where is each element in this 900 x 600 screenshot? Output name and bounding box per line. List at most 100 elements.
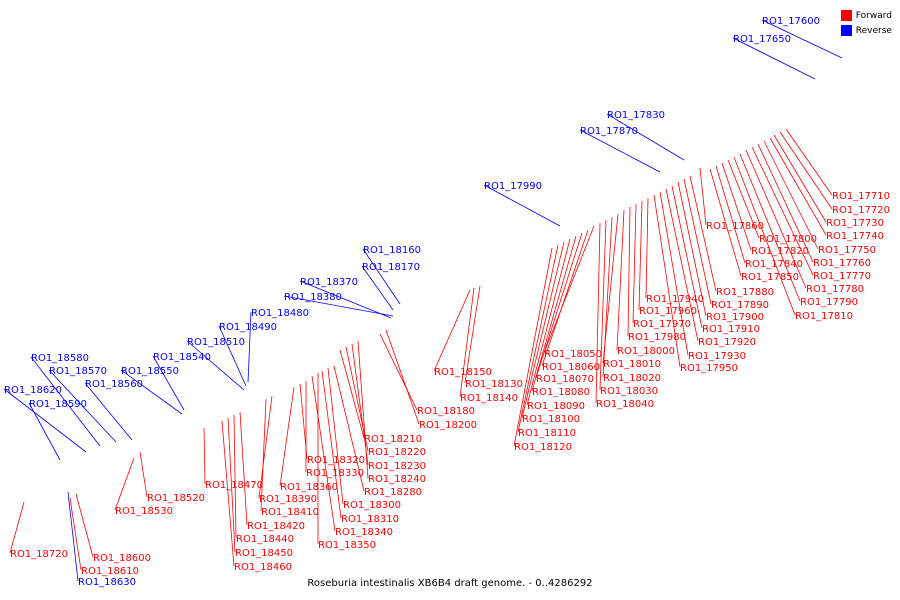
gene-label: RO1_17880 [716,287,774,298]
gene-leader-line [659,191,689,356]
gene-leader-line [339,349,365,439]
gene-leader-line [203,427,206,485]
gene-label: RO1_17890 [711,300,769,311]
gene-leader-line [28,402,61,461]
gene-label: RO1_18180 [417,406,475,417]
gene-label: RO1_17800 [759,234,817,245]
gene-leader-line [653,194,681,368]
gene-leader-line [543,225,595,354]
gene-label: RO1_18570 [49,366,107,377]
gene-label: RO1_18440 [236,534,294,545]
gene-label: RO1_18530 [115,506,173,517]
gene-leader-line [632,203,637,324]
gene-label: RO1_18220 [368,447,426,458]
gene-leader-line [699,167,707,226]
gene-label: RO1_18160 [363,245,421,256]
gene-leader-line [258,395,273,499]
gene-label: RO1_17960 [639,306,697,317]
gene-leader-line [689,175,717,292]
gene-label: RO1_17870 [580,126,638,137]
gene-leader-line [638,200,643,311]
gene-leader-line [769,137,827,236]
gene-leader-line [227,417,236,553]
gene-label: RO1_18330 [306,468,364,479]
gene-label: RO1_17750 [818,245,876,256]
gene-leader-line [645,197,649,299]
gene-label: RO1_17920 [698,337,756,348]
gene-label: RO1_18370 [300,277,358,288]
gene-leader-line [385,329,420,425]
gene-leader-line [459,287,475,398]
legend-forward: Forward [840,8,892,23]
gene-label: RO1_18720 [10,549,68,560]
gene-leader-line [733,156,796,316]
gene-label: RO1_18240 [368,474,426,485]
gene-label: RO1_18230 [368,461,426,472]
gene-label: RO1_18050 [544,349,602,360]
legend: Forward Reverse [840,8,892,38]
gene-label: RO1_18600 [93,553,151,564]
legend-reverse-swatch [840,25,852,36]
gene-label: RO1_18280 [364,487,422,498]
gene-leader-line [677,181,707,317]
gene-leader-line [311,375,336,532]
gene-leader-line [595,222,601,404]
gene-label: RO1_18480 [251,308,309,319]
gene-label: RO1_18100 [522,414,580,425]
gene-label: RO1_18470 [205,480,263,491]
gene-leader-line [531,235,577,392]
gene-leader-line [283,295,394,317]
gene-label: RO1_17780 [806,284,864,295]
gene-leader-line [186,340,245,391]
gene-leader-line [785,128,833,196]
gene-leader-line [218,325,247,387]
gene-label: RO1_18120 [514,442,572,453]
gene-leader-line [779,131,833,210]
gene-leader-line [739,153,801,302]
gene-label: RO1_18320 [307,455,365,466]
gene-label: RO1_17790 [800,297,858,308]
gene-label: RO1_17710 [832,191,890,202]
gene-label: RO1_18090 [527,401,585,412]
gene-leader-line [357,340,369,479]
gene-label: RO1_17810 [795,311,853,322]
gene-label: RO1_17910 [702,324,760,335]
gene-leader-line [526,238,571,406]
gene-leader-line [579,129,661,173]
legend-reverse-label: Reverse [855,25,892,36]
gene-label: RO1_18170 [362,262,420,273]
legend-forward-label: Forward [855,10,892,21]
gene-label: RO1_18420 [247,521,305,532]
gene-label: RO1_18110 [518,428,576,439]
gene-label: RO1_18000 [617,346,675,357]
gene-label: RO1_18150 [434,367,492,378]
gene-label: RO1_18550 [121,366,179,377]
gene-label: RO1_18380 [284,292,342,303]
gene-leader-line [606,113,685,161]
gene-label: RO1_18390 [259,494,317,505]
gene-leader-line [602,216,613,378]
gene-leader-line [751,146,814,276]
gene-label: RO1_18620 [4,385,62,396]
gene-leader-line [30,356,101,447]
gene-label: RO1_17740 [826,231,884,242]
gene-leader-line [727,159,760,239]
gene-leader-line [333,365,365,492]
gene-label: RO1_18460 [234,562,292,573]
gene-label: RO1_18300 [343,500,401,511]
gene-leader-line [433,289,471,372]
gene-leader-line [3,388,87,453]
gene-label: RO1_18490 [219,322,277,333]
gene-label: RO1_18610 [81,566,139,577]
gene-leader-line [773,134,827,223]
gene-leader-line [362,248,401,305]
gene-label: RO1_18140 [460,393,518,404]
gene-label: RO1_18360 [280,482,338,493]
gene-label: RO1_17860 [706,221,764,232]
gene-leader-line [299,280,392,319]
gene-label: RO1_18130 [465,379,523,390]
gene-label: RO1_18540 [153,352,211,363]
gene-leader-line [671,185,703,329]
gene-label: RO1_17840 [745,259,803,270]
gene-leader-line [517,244,559,433]
